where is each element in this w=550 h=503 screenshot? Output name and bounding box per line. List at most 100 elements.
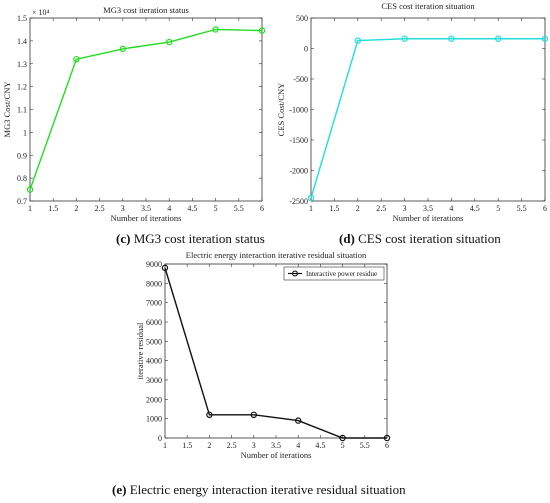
x-tick-label: 1.5 [48,204,58,213]
y-tick-label: 0.9 [17,151,27,160]
data-point [258,27,266,34]
y-tick-label: 1.2 [17,83,27,92]
chart-residual: 1 1.5 2 2.5 3 3.5 4 4.5 5 5.5 6 0 1000 2000 3000 4000 50… [135,250,391,460]
x-tick-label: 4.5 [187,204,197,213]
x-tick-label: 6 [260,204,264,213]
data-point [250,411,257,418]
data-point [307,194,315,202]
y-tick-label: -2500 [289,197,308,206]
chart-mg3-cost: 1 1.5 2 2.5 3 3.5 4 4.5 5 5.5 6 0.7 0.8 0.9 1 1.1 1.2 1.3… [2,5,266,223]
series-line [310,38,545,199]
y-tick-label: 0.8 [17,174,27,183]
x-tick-label: 3.5 [423,204,433,213]
x-axis-label: Number of iterations [111,213,182,223]
plot-frame [164,263,388,439]
legend-box [283,266,385,281]
data-point [541,35,549,42]
y-tick-label: -2000 [289,167,308,176]
x-tick-label: 1 [163,441,167,450]
x-tick-label: 3.5 [271,441,281,450]
x-tick-label: 2 [74,204,78,213]
y-tick-label: 7000 [146,299,162,308]
y-tick-label: -1000 [289,106,308,115]
x-tick-label: 4.5 [315,441,325,450]
series-line [164,267,387,439]
chart-ces-cost: 1 1.5 2 2.5 3 3.5 4 4.5 5 5.5 6 -2500 -2000 -1500 -100… [276,1,549,223]
x-tick-label: 2 [207,441,211,450]
x-tick-label: 5 [496,204,500,213]
data-point [206,411,213,418]
x-tick-label: 2 [356,204,360,213]
y-tick-label: 1.1 [17,106,27,115]
y-tick-label: 0 [158,434,162,443]
y-tick-label: 0 [304,45,308,54]
x-tick-label: 1 [309,204,313,213]
plot-frame [310,17,546,202]
y-tick-label: 1.5 [17,14,27,23]
chart-title: CES cost iteration situation [381,1,475,11]
chart-title: Electric energy interaction iterative re… [186,250,367,260]
data-point [161,264,169,272]
data-point [212,26,219,33]
y-tick-label: 0.7 [17,197,27,206]
data-point [73,55,80,63]
x-tick-label: 5.5 [517,204,527,213]
y-tick-label: 1 [23,128,27,137]
data-point [495,35,502,42]
y-tick-label: 500 [296,14,308,23]
x-tick-label: 2.5 [95,204,105,213]
y-tick-label: 9000 [146,260,162,269]
series-line [29,28,263,190]
y-tick-label: 3000 [146,376,162,385]
x-tick-label: 5 [214,204,218,213]
x-tick-label: 3 [121,204,125,213]
legend-entry: Interactive power residue [306,270,377,278]
legend: Interactive power residue [283,266,385,281]
data-point [165,38,173,46]
caption-e: (e) Electric energy interaction iterativ… [112,482,406,497]
y-tick-label: -500 [293,75,308,84]
y-tick-label: 1.4 [17,37,27,46]
y-tick-label: 5000 [146,337,162,346]
x-tick-label: 2.5 [227,441,237,450]
x-tick-label: 4 [167,204,171,213]
y-axis-label: CES Cost/CNY [276,83,286,137]
y-tick-label: 2000 [146,395,162,404]
y-tick-label: 4000 [146,357,162,366]
data-point [354,37,361,44]
x-tick-label: 2.5 [376,204,386,213]
data-point [383,434,391,442]
x-tick-label: 3.5 [141,204,151,213]
x-tick-label: 1.5 [182,441,192,450]
x-tick-label: 3 [403,204,407,213]
legend-swatch-marker [292,270,298,277]
data-point [295,417,302,424]
caption-c: (c) MG3 cost iteration status [116,231,265,246]
x-tick-label: 1 [28,204,32,213]
data-point [26,186,34,193]
x-tick-label: 5 [341,441,345,450]
data-point [448,35,455,42]
y-axis-label: iterative residual [135,322,145,380]
y-tick-label: 1.3 [17,60,27,69]
y-tick-label: -1500 [289,136,308,145]
x-tick-label: 4.5 [470,204,480,213]
x-axis-label: Number of iterations [241,450,312,460]
y-axis-label: MG3 Cost/CNY [2,82,12,138]
x-axis-label: Number of iterations [393,213,464,223]
y-exponent-label: × 10⁴ [32,8,50,17]
x-tick-label: 6 [543,204,547,213]
caption-d: (d) CES cost iteration situation [339,231,501,246]
data-point [401,35,408,42]
x-tick-label: 6 [385,441,389,450]
x-tick-label: 3 [252,441,256,450]
x-tick-label: 4 [296,441,300,450]
chart-title: MG3 cost iteration status [103,5,189,15]
y-tick-label: 6000 [146,318,162,327]
x-tick-label: 1.5 [329,204,339,213]
y-tick-label: 1000 [146,415,162,424]
x-tick-label: 4 [449,204,453,213]
x-tick-label: 5.5 [360,441,370,450]
data-point [119,45,127,53]
